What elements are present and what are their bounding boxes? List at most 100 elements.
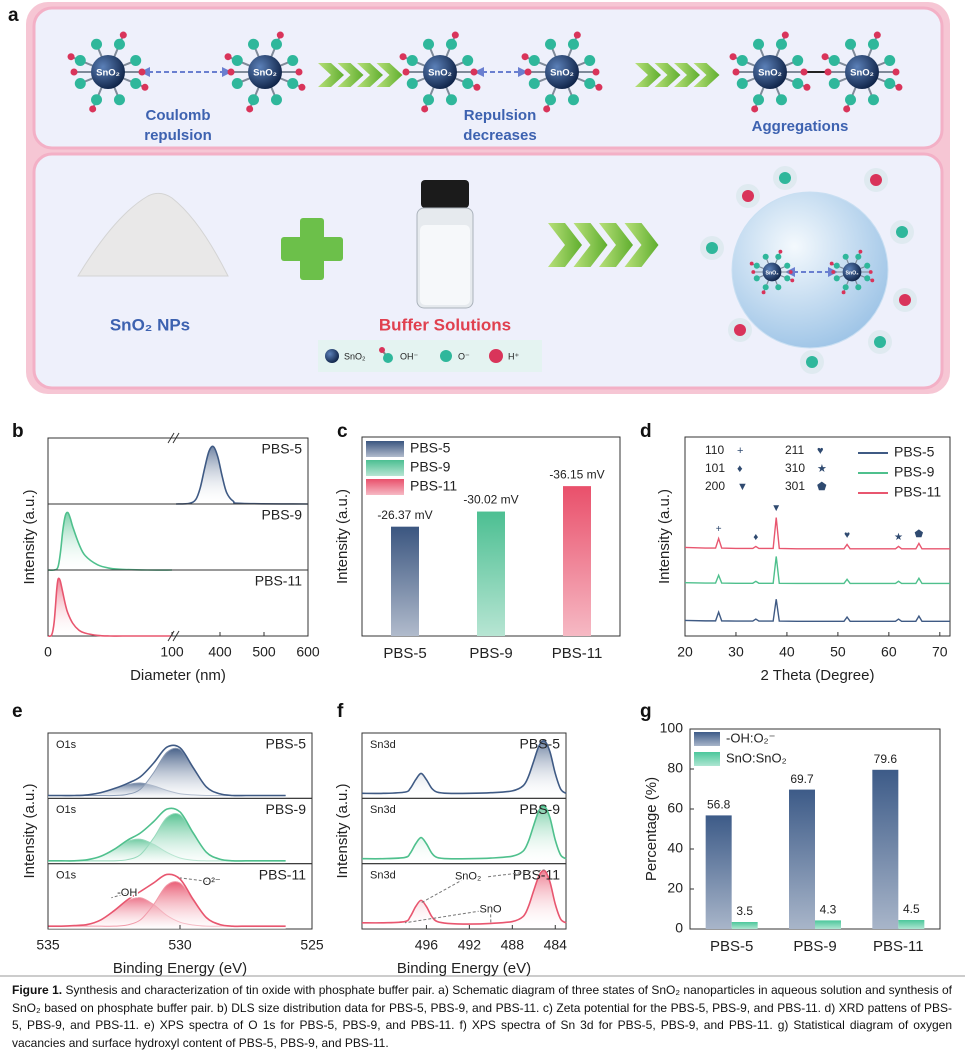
spectrum-line [47, 577, 173, 638]
xrd-line [684, 556, 950, 585]
y-axis-title: Intensity (a.u.) [21, 489, 38, 584]
x-axis-title: Binding Energy (eV) [397, 960, 531, 977]
ligand-o [842, 284, 849, 291]
legend-swatch [366, 441, 404, 457]
ligand-h [224, 53, 232, 61]
spectrum-label: O1s [56, 870, 77, 882]
ligand-o [423, 94, 435, 106]
legend-label: OH⁻ [400, 351, 419, 361]
reflection-symbol: ▼ [737, 481, 748, 493]
legend-swatch [694, 752, 720, 766]
annotation: -OH [117, 887, 137, 899]
annotation: SnO [480, 903, 502, 915]
ligand-h [895, 83, 903, 91]
ligand-o [845, 38, 857, 50]
ligand-o [462, 55, 474, 67]
ligand-o [231, 77, 243, 89]
x-tick-label: 100 [160, 644, 184, 660]
ligand-h [870, 278, 875, 283]
ligand-o [130, 55, 142, 67]
y-axis-title: Intensity (a.u.) [21, 783, 38, 878]
x-tick-label: 488 [501, 937, 525, 953]
spectrum-line [361, 869, 567, 925]
series-name: PBS-11 [259, 866, 306, 882]
annotation-leader [420, 876, 469, 904]
sno2-particle [224, 31, 306, 113]
x-tick-label: PBS-9 [793, 938, 836, 955]
ligand-o [775, 284, 782, 291]
component-area [48, 748, 286, 799]
schematic-label: Buffer Solutions [379, 315, 511, 334]
particle-label: SnO₂ [428, 68, 452, 79]
y-tick-label: 20 [667, 880, 683, 896]
ligand-o [753, 38, 765, 50]
reflection-marker: ▼ [771, 503, 781, 514]
legend-swatch [366, 460, 404, 476]
ligand-h [749, 261, 754, 266]
solution-sphere [731, 191, 889, 349]
x-tick-label: 525 [300, 937, 324, 953]
ligand-h [119, 31, 127, 39]
ligand-o [528, 77, 540, 89]
series-name: PBS-5 [520, 736, 561, 752]
annotation: SnO₂ [455, 871, 481, 883]
ligand-h [70, 68, 78, 76]
bar [815, 920, 841, 929]
x-tick-label: 60 [881, 644, 897, 660]
ligand-o [884, 77, 896, 89]
sno2-particle [749, 249, 795, 295]
chevron [337, 63, 364, 87]
value-label: 4.3 [820, 903, 837, 917]
x-tick-label: 0 [44, 644, 52, 660]
ligand-o [736, 55, 748, 67]
ligand-h [868, 270, 873, 274]
legend-swatch [694, 732, 720, 746]
axis-break [172, 432, 180, 444]
spectrum-line [175, 445, 309, 505]
xrd-line [684, 599, 950, 622]
vial-cap [421, 180, 469, 208]
ligand-h [781, 31, 789, 39]
ligand-o [287, 55, 299, 67]
chevron [318, 63, 344, 87]
bar [898, 920, 925, 929]
y-tick-label: 60 [667, 800, 683, 816]
ligand-h [821, 53, 829, 61]
ligand-o [842, 253, 849, 260]
ligand-h [399, 53, 407, 61]
schematic-label: Repulsion [464, 107, 537, 124]
ligand-o [567, 94, 579, 106]
ligand-h [831, 270, 836, 274]
legend-label: PBS-5 [894, 444, 935, 460]
chevron [674, 63, 700, 87]
bar [872, 769, 899, 929]
axis-break [167, 630, 175, 642]
spectrum-label: Sn3d [370, 804, 396, 816]
ligand-h [246, 105, 254, 113]
ligand-h [473, 83, 481, 91]
spectrum-label: O1s [56, 804, 77, 816]
annotation-leader [111, 892, 128, 899]
chevron [654, 63, 681, 87]
ligand-o [445, 94, 457, 106]
reflection-label: 310 [785, 461, 805, 475]
legend-label: PBS-9 [410, 459, 451, 475]
ion [706, 242, 718, 254]
chevron [693, 63, 720, 87]
y-tick-label: 0 [675, 920, 683, 936]
bar [705, 815, 732, 929]
spectrum-label: Sn3d [370, 739, 396, 751]
area-fill [48, 512, 173, 571]
ligand-o [867, 38, 879, 50]
ligand-o [867, 94, 879, 106]
ion [874, 336, 886, 348]
series-name: PBS-9 [262, 507, 303, 523]
panel-a-top-box [32, 6, 944, 150]
ligand-h [892, 68, 900, 76]
ligand-h [227, 68, 235, 76]
ligand-o [445, 38, 457, 50]
reflection-marker: + [716, 524, 722, 535]
schematic-label: decreases [463, 127, 536, 144]
particle-label: SnO₂ [96, 68, 120, 79]
legend-label: SnO₂ [344, 351, 366, 361]
